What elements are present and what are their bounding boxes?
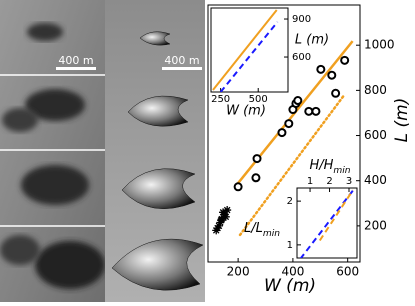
star-point (217, 215, 226, 224)
point (233, 182, 243, 192)
model-column (105, 0, 205, 302)
y-axis-label-sub: min (263, 229, 280, 239)
y-axis-label: L (m) (295, 33, 329, 48)
x-tick-label: 600 (336, 265, 359, 279)
line (234, 40, 354, 188)
y-tick-label: 800 (364, 83, 387, 97)
x-axis-label: W (m) (264, 276, 316, 296)
x-tick-label: 2 (326, 176, 332, 187)
series-group (299, 188, 356, 258)
line (212, 9, 278, 91)
x-axis-label: H/Hmin (309, 158, 350, 176)
x-tick-label: 200 (227, 265, 250, 279)
y-tick-label: 600 (292, 52, 311, 63)
y-axis-label: L/Lmin (244, 221, 280, 239)
point (311, 106, 321, 116)
star-point (223, 206, 232, 215)
x-tick-label: 500 (249, 94, 268, 105)
point (331, 88, 341, 98)
plot-area (210, 7, 289, 93)
series-group (212, 9, 279, 92)
point (327, 70, 337, 80)
y-tick-label: 200 (364, 218, 387, 232)
point (251, 173, 261, 183)
chart: 1 2 3 1 2 (287, 176, 358, 259)
x-tick-label: 3 (346, 176, 352, 187)
point (293, 96, 303, 106)
point (277, 128, 287, 138)
y-axis-label-text: L/L (244, 221, 263, 236)
photo-column (0, 0, 105, 302)
star-point (214, 221, 223, 230)
chart: 250 500 600 900 (210, 7, 311, 105)
scale-label: 400 m (58, 54, 93, 67)
x-axis-label-sub: min (333, 166, 350, 176)
x-tick-label: 250 (211, 94, 230, 105)
plots: 200 400 600 200 400 600 800 1000 W (m) L (m) 250 50… (207, 4, 412, 296)
line (318, 189, 354, 242)
y-tick-label: 1000 (364, 38, 395, 52)
x-axis-label-text: H/H (309, 158, 333, 173)
x-tick-label: 400 (281, 265, 304, 279)
y-tick-label: 2 (287, 196, 293, 207)
line (299, 188, 356, 258)
y-tick-label: 400 (364, 173, 387, 187)
series-group (212, 40, 354, 237)
y-axis-label: L (m) (392, 98, 412, 143)
line (219, 21, 279, 92)
x-tick-label: 1 (307, 176, 313, 187)
point (284, 119, 294, 129)
x-axis-label: W (m) (226, 104, 266, 119)
y-tick-label: 900 (292, 14, 311, 25)
star-point (216, 218, 225, 227)
scale-label: 400 m (164, 54, 199, 67)
point (316, 64, 326, 74)
y-tick-label: 1 (287, 240, 293, 251)
y-tick-label: 600 (364, 128, 387, 142)
point (304, 106, 314, 116)
star-point (221, 212, 230, 221)
point (340, 55, 350, 65)
line (238, 93, 346, 237)
point (252, 154, 262, 164)
